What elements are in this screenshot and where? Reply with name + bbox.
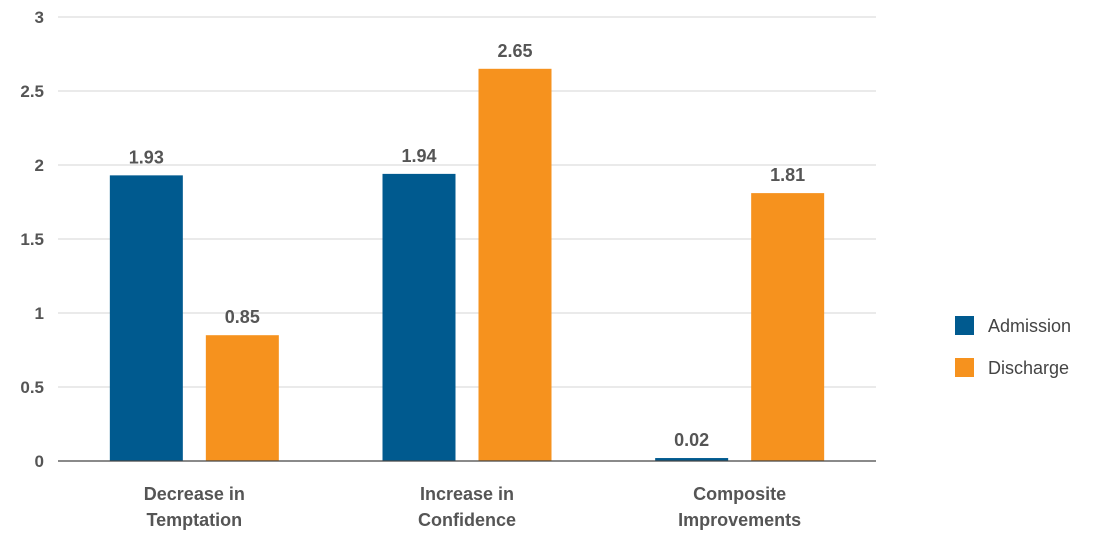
- y-tick-label: 0.5: [20, 378, 44, 397]
- data-label: 2.65: [497, 41, 532, 61]
- x-category-label: Composite: [693, 484, 786, 504]
- x-category-label: Increase in: [420, 484, 514, 504]
- gridlines: [58, 16, 876, 388]
- bar-admission-1: [382, 173, 456, 461]
- bar-discharge-2: [751, 193, 825, 461]
- data-labels: 1.93 0.85 1.94 2.65 0.02 1.81: [129, 41, 805, 450]
- y-tick-label: 0: [35, 452, 44, 471]
- x-axis: Decrease in Temptation Increase in Confiden…: [58, 460, 876, 530]
- data-label: 1.93: [129, 147, 164, 167]
- bar-admission-2: [655, 458, 729, 461]
- x-category-label: Confidence: [418, 510, 516, 530]
- x-category-label: Improvements: [678, 510, 801, 530]
- data-label: 1.81: [770, 165, 805, 185]
- data-label: 0.02: [674, 430, 709, 450]
- y-tick-label: 3: [35, 8, 44, 27]
- bar-discharge-0: [205, 335, 279, 461]
- legend-label: Discharge: [988, 358, 1069, 378]
- bars: [109, 68, 825, 462]
- x-category-label: Temptation: [146, 510, 242, 530]
- y-tick-label: 1.5: [20, 230, 44, 249]
- legend: Admission Discharge: [955, 316, 1071, 378]
- y-tick-label: 2.5: [20, 82, 44, 101]
- legend-swatch-discharge: [955, 358, 974, 377]
- data-label: 0.85: [225, 307, 260, 327]
- y-axis: 0 0.5 1 1.5 2 2.5 3: [20, 8, 44, 471]
- bar-discharge-1: [478, 68, 552, 462]
- x-category-label: Decrease in: [144, 484, 245, 504]
- legend-swatch-admission: [955, 316, 974, 335]
- y-tick-label: 1: [35, 304, 44, 323]
- y-tick-label: 2: [35, 156, 44, 175]
- data-label: 1.94: [401, 146, 436, 166]
- legend-label: Admission: [988, 316, 1071, 336]
- bar-admission-0: [109, 175, 183, 462]
